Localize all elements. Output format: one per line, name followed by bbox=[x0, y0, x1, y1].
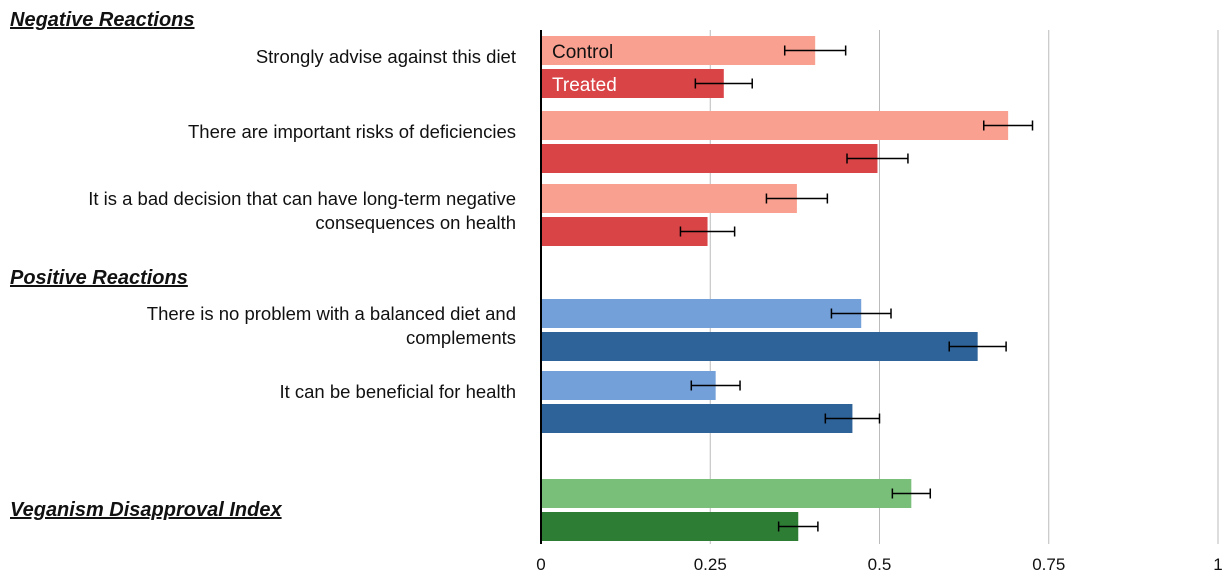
error-bar bbox=[694, 78, 753, 89]
category-label: There is no problem with a balanced diet… bbox=[147, 303, 516, 348]
bar-control bbox=[541, 371, 716, 400]
category-label-line: consequences on health bbox=[315, 212, 516, 233]
category-label: Strongly advise against this diet bbox=[256, 46, 516, 67]
legend-label-control: Control bbox=[552, 42, 613, 63]
bar-control bbox=[541, 479, 912, 508]
category-label-line: complements bbox=[406, 327, 516, 348]
section-title: Negative Reactions bbox=[10, 9, 195, 31]
bar-treated bbox=[541, 144, 878, 173]
legend-label-treated: Treated bbox=[552, 75, 617, 96]
gridlines bbox=[709, 30, 1219, 544]
bar-control bbox=[541, 111, 1009, 140]
category-label-line: It is a bad decision that can have long-… bbox=[88, 188, 516, 209]
category-label: There are important risks of deficiencie… bbox=[188, 121, 516, 142]
category-label-line: There is no problem with a balanced diet… bbox=[147, 303, 516, 324]
category-label: It can be beneficial for health bbox=[279, 381, 516, 402]
section-title: Veganism Disapproval Index bbox=[10, 499, 282, 521]
error-bar bbox=[891, 488, 932, 499]
x-tick-label: 0.25 bbox=[694, 555, 727, 574]
bar-control bbox=[541, 36, 816, 65]
error-bars bbox=[679, 45, 1034, 532]
bar-control bbox=[541, 184, 797, 213]
error-bar bbox=[983, 120, 1034, 131]
error-bar bbox=[846, 153, 909, 164]
error-bar bbox=[690, 380, 741, 391]
category-label-line: It can be beneficial for health bbox=[279, 381, 516, 402]
error-bar bbox=[824, 413, 881, 424]
error-bar bbox=[830, 308, 892, 319]
category-label-line: Strongly advise against this diet bbox=[256, 46, 516, 67]
section-title: Positive Reactions bbox=[10, 267, 188, 289]
bar-treated bbox=[541, 404, 853, 433]
x-axis: 0 0.25 0.5 0.75 1 bbox=[536, 30, 1223, 574]
category-label: It is a bad decision that can have long-… bbox=[88, 188, 516, 233]
x-tick-label: 0 bbox=[536, 555, 545, 574]
error-bar bbox=[777, 521, 819, 532]
bar-treated bbox=[541, 332, 978, 361]
x-tick-label: 0.5 bbox=[868, 555, 892, 574]
bar-treated bbox=[541, 69, 724, 98]
error-bar bbox=[679, 226, 736, 237]
x-tick-label: 0.75 bbox=[1032, 555, 1065, 574]
error-bar bbox=[765, 193, 829, 204]
error-bar bbox=[948, 341, 1007, 352]
bars bbox=[541, 36, 1009, 541]
labels: Negative Reactions Strongly advise agains… bbox=[10, 9, 617, 521]
error-bar bbox=[783, 45, 847, 56]
category-label-line: There are important risks of deficiencie… bbox=[188, 121, 516, 142]
bar-control bbox=[541, 299, 862, 328]
x-tick-label: 1 bbox=[1213, 555, 1222, 574]
bar-treated bbox=[541, 512, 799, 541]
